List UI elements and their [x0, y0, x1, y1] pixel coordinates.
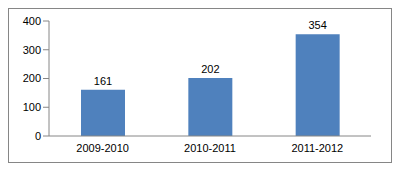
svg-text:2011-2012: 2011-2012: [291, 142, 343, 154]
svg-text:202: 202: [201, 63, 219, 75]
svg-text:400: 400: [23, 15, 41, 27]
svg-text:2010-2011: 2010-2011: [184, 142, 236, 154]
svg-text:161: 161: [94, 75, 112, 87]
svg-text:0: 0: [35, 130, 41, 142]
svg-text:100: 100: [23, 101, 41, 113]
svg-text:2009-2010: 2009-2010: [76, 142, 129, 154]
svg-text:200: 200: [23, 72, 41, 84]
svg-text:300: 300: [23, 44, 41, 56]
svg-text:354: 354: [308, 19, 326, 31]
